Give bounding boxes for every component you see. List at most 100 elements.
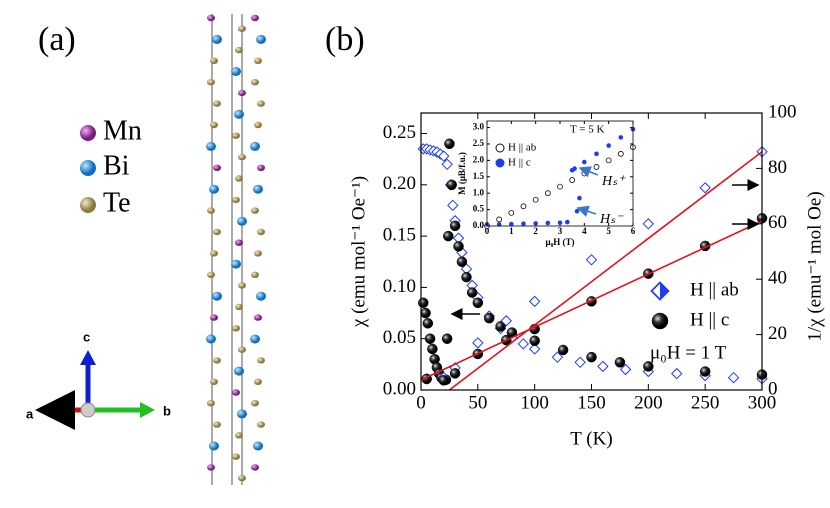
x-axis-label: μ₀H (T) <box>545 237 574 247</box>
atom <box>207 79 215 86</box>
y-tick-label: 0.20 <box>383 173 416 194</box>
atom <box>232 389 240 396</box>
atom <box>234 109 244 119</box>
point <box>441 333 453 344</box>
arrow <box>578 166 599 178</box>
x-tick-label: 200 <box>634 392 663 413</box>
legend-swatch <box>660 282 669 300</box>
point <box>605 157 612 164</box>
atom <box>250 141 260 151</box>
y-tick-label: 0.05 <box>383 327 416 348</box>
atom <box>210 57 218 64</box>
crystal-structure <box>206 14 266 485</box>
point <box>422 318 434 329</box>
point <box>569 177 576 183</box>
atom <box>238 153 246 161</box>
legend-swatch <box>80 160 96 176</box>
point <box>528 295 541 308</box>
legend-label: H || c <box>508 157 531 169</box>
atom <box>210 121 218 129</box>
atom <box>238 474 246 482</box>
atom <box>251 400 259 407</box>
atom <box>232 325 240 332</box>
atom <box>251 14 259 22</box>
atom <box>237 216 247 226</box>
point <box>449 368 461 379</box>
point <box>444 138 455 150</box>
point <box>533 221 538 226</box>
point <box>617 150 624 157</box>
point <box>418 297 429 309</box>
atom <box>231 259 241 269</box>
y-tick-label: 0.10 <box>383 276 416 297</box>
atom <box>206 334 216 344</box>
atom <box>257 357 265 364</box>
legend-label: H || c <box>690 309 729 330</box>
atom <box>256 291 266 301</box>
point <box>446 179 457 191</box>
point <box>520 203 527 210</box>
atom <box>257 100 265 107</box>
atom <box>231 67 241 76</box>
legend-label: H || ab <box>508 142 537 154</box>
point <box>727 371 740 384</box>
point <box>619 363 632 376</box>
atom <box>254 250 262 257</box>
point <box>593 164 600 170</box>
annotation: μ₀H = 1 T <box>650 342 727 363</box>
atom <box>251 464 259 471</box>
atom <box>254 314 262 321</box>
legend-swatch <box>495 143 505 153</box>
plot-frame <box>486 120 634 227</box>
point <box>424 333 436 344</box>
legend-swatch <box>80 197 96 213</box>
atom <box>257 421 265 428</box>
x-tick-label: 4 <box>582 226 587 236</box>
point <box>509 221 514 227</box>
y2-tick-label: 80 <box>768 157 787 178</box>
point <box>557 183 563 190</box>
atom <box>256 34 266 44</box>
atom <box>238 346 246 353</box>
atom <box>250 334 260 344</box>
y-tick-label: 0.0 <box>473 220 485 230</box>
x-tick-label: 250 <box>691 392 720 413</box>
atom <box>207 14 215 22</box>
atom <box>238 282 246 289</box>
atom <box>210 314 218 321</box>
x-tick-label: 0 <box>416 392 426 413</box>
panel-label: (a) <box>38 21 76 58</box>
point <box>496 222 502 227</box>
atom <box>238 25 246 32</box>
atom <box>210 378 218 385</box>
fit-line <box>420 220 763 381</box>
point <box>551 351 564 363</box>
axis-name: a <box>26 406 34 421</box>
y-tick-label: 2.0 <box>473 154 485 164</box>
x-tick-label: 150 <box>577 392 606 413</box>
x-axis-label: T (K) <box>570 428 612 449</box>
y-tick-label: 0.25 <box>383 122 416 143</box>
point <box>643 361 654 372</box>
point <box>496 216 503 223</box>
point <box>572 166 577 171</box>
atom <box>235 432 243 439</box>
atom <box>207 464 215 471</box>
point <box>618 135 624 140</box>
annotation: Hₛ⁻ <box>599 212 624 227</box>
axis-name: c <box>83 329 90 344</box>
point <box>671 367 683 380</box>
atom <box>235 239 243 246</box>
annotation: T = 5 K <box>570 124 604 136</box>
atom <box>235 303 243 311</box>
point <box>557 220 563 226</box>
point <box>585 254 598 266</box>
atom <box>210 250 218 257</box>
atom <box>251 79 259 86</box>
point <box>699 182 711 194</box>
x-tick-label: 0 <box>485 226 490 236</box>
y-tick-label: 1.5 <box>473 171 485 181</box>
panel-label: (b) <box>325 21 365 58</box>
atom <box>212 291 222 301</box>
point <box>466 287 478 298</box>
